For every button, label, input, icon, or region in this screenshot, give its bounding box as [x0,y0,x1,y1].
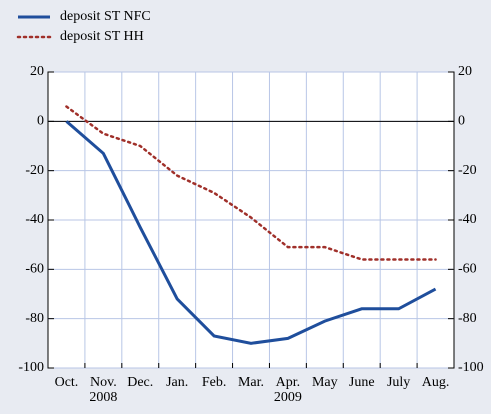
y2-tick-label: 20 [458,64,472,79]
y-tick-label: 0 [37,114,44,129]
y-tick-label: -80 [25,311,44,326]
x-tick-label: July [387,375,410,390]
legend-label: deposit ST NFC [60,9,151,24]
x-tick-label: June [349,375,375,390]
y2-tick-label: -40 [458,212,477,227]
legend-label: deposit ST HH [60,29,144,44]
series-line [65,105,437,261]
x-tick-label: Mar. [238,375,264,390]
x-tick-label: Jan. [166,375,188,390]
y2-tick-label: -100 [458,360,484,375]
y2-tick-label: -60 [458,262,477,277]
x-tick-label: Aug. [422,375,450,390]
year-label: 2008 [89,390,117,405]
x-tick-label: Apr. [276,375,301,390]
x-tick-label: Feb. [202,375,227,390]
y-tick-label: -20 [25,163,44,178]
y-tick-label: 20 [30,64,44,79]
y-tick-label: -100 [18,360,44,375]
x-tick-label: Dec. [127,375,153,390]
y2-tick-label: -80 [458,311,477,326]
x-tick-label: Oct. [55,375,79,390]
y2-tick-label: 0 [458,114,465,129]
series-line [65,120,437,345]
x-tick-label: May [312,375,338,390]
y-tick-label: -40 [25,212,44,227]
y2-tick-label: -20 [458,163,477,178]
year-label: 2009 [274,390,302,405]
x-tick-label: Nov. [90,375,117,390]
y-tick-label: -60 [25,262,44,277]
